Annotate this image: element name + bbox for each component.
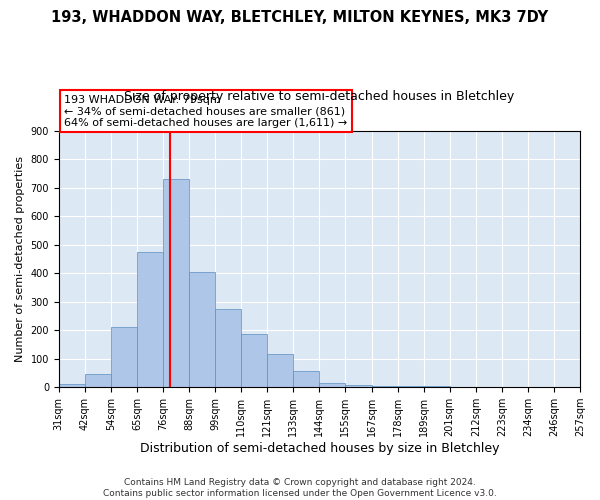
- Bar: [267, 354, 293, 387]
- Bar: [111, 328, 137, 387]
- Bar: [346, 385, 371, 387]
- Text: 193 WHADDON WAY: 79sqm
← 34% of semi-detached houses are smaller (861)
64% of se: 193 WHADDON WAY: 79sqm ← 34% of semi-det…: [64, 95, 347, 128]
- Bar: [319, 383, 346, 387]
- Bar: [59, 384, 85, 387]
- Bar: [85, 374, 111, 387]
- Bar: [241, 334, 267, 387]
- Text: Contains HM Land Registry data © Crown copyright and database right 2024.
Contai: Contains HM Land Registry data © Crown c…: [103, 478, 497, 498]
- X-axis label: Distribution of semi-detached houses by size in Bletchley: Distribution of semi-detached houses by …: [140, 442, 499, 455]
- Bar: [371, 386, 398, 387]
- Bar: [189, 272, 215, 387]
- Bar: [398, 386, 424, 387]
- Text: 193, WHADDON WAY, BLETCHLEY, MILTON KEYNES, MK3 7DY: 193, WHADDON WAY, BLETCHLEY, MILTON KEYN…: [52, 10, 548, 25]
- Bar: [215, 309, 241, 387]
- Y-axis label: Number of semi-detached properties: Number of semi-detached properties: [15, 156, 25, 362]
- Bar: [163, 179, 189, 387]
- Bar: [293, 371, 319, 387]
- Bar: [137, 252, 163, 387]
- Title: Size of property relative to semi-detached houses in Bletchley: Size of property relative to semi-detach…: [124, 90, 515, 103]
- Bar: [424, 386, 449, 387]
